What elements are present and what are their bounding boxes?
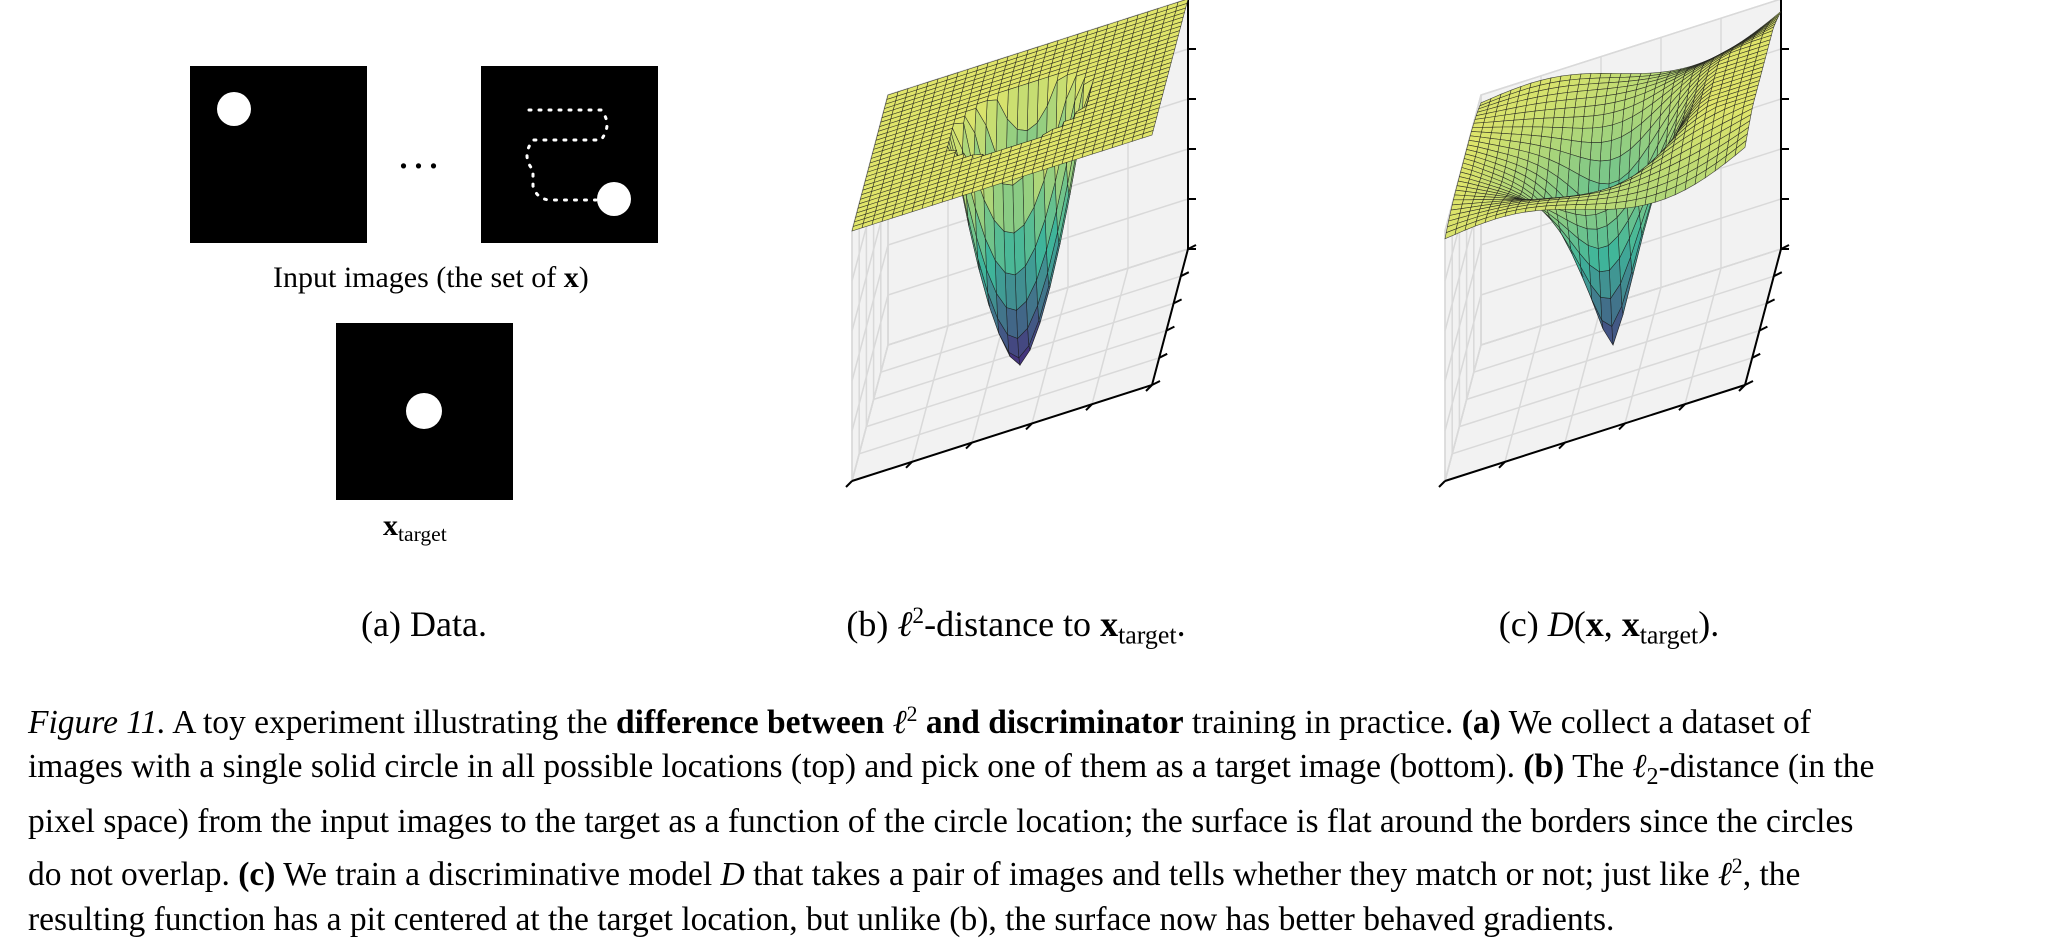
subcaption-b: (b) ℓ2-distance to xtarget.	[846, 603, 1185, 650]
target-image	[336, 323, 513, 500]
l2-distance-surface-plot	[790, 40, 1250, 560]
circle	[597, 182, 631, 216]
subcaption-c: (c) D(x, xtarget).	[1499, 603, 1719, 650]
subcaption-a: (a) Data.	[361, 603, 487, 645]
x-tick	[846, 481, 852, 487]
ellipsis: ...	[398, 132, 443, 176]
discriminator-surface-plot	[1383, 40, 1843, 560]
circle	[406, 393, 442, 429]
input-images-label: Input images (the set of x)	[273, 261, 589, 295]
input-image-first	[190, 66, 367, 243]
caption-line-4: do not overlap. (c) We train a discrimin…	[28, 844, 1978, 897]
input-image-last	[481, 66, 658, 243]
caption-line-3: pixel space) from the input images to th…	[28, 800, 1978, 845]
caption-line-2: images with a single solid circle in all…	[28, 745, 1978, 799]
circle	[217, 92, 251, 126]
x-tick	[1439, 481, 1445, 487]
target-label: xtarget	[383, 509, 447, 547]
caption-line-1: Figure 11. A toy experiment illustrating…	[28, 692, 1978, 745]
dotted-path	[481, 66, 658, 243]
figure-caption: Figure 11. A toy experiment illustrating…	[28, 692, 1978, 942]
